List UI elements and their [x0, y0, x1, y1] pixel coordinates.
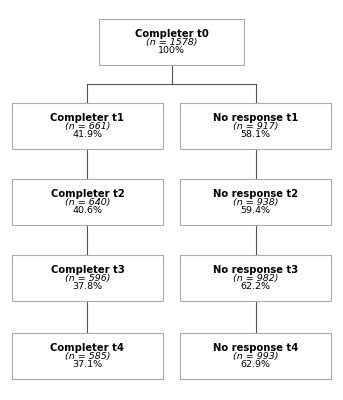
- FancyBboxPatch shape: [180, 103, 331, 149]
- Text: Completer t1: Completer t1: [50, 114, 125, 124]
- Text: (n = 993): (n = 993): [233, 352, 278, 360]
- Text: 59.4%: 59.4%: [240, 206, 271, 215]
- Text: (n = 982): (n = 982): [233, 274, 278, 282]
- Text: Completer t2: Completer t2: [50, 190, 125, 200]
- Text: 62.2%: 62.2%: [240, 282, 271, 291]
- FancyBboxPatch shape: [12, 103, 163, 149]
- Text: (n = 585): (n = 585): [65, 352, 110, 360]
- Text: Completer t0: Completer t0: [134, 30, 209, 40]
- Text: Completer t3: Completer t3: [50, 266, 125, 276]
- Text: (n = 938): (n = 938): [233, 198, 278, 206]
- Text: 37.8%: 37.8%: [72, 282, 103, 291]
- Text: 58.1%: 58.1%: [240, 130, 271, 139]
- Text: (n = 917): (n = 917): [233, 122, 278, 130]
- Text: 40.6%: 40.6%: [72, 206, 103, 215]
- FancyBboxPatch shape: [180, 255, 331, 301]
- FancyBboxPatch shape: [12, 255, 163, 301]
- Text: No response t4: No response t4: [213, 344, 298, 354]
- Text: (n = 640): (n = 640): [65, 198, 110, 206]
- Text: 41.9%: 41.9%: [72, 130, 103, 139]
- Text: No response t2: No response t2: [213, 190, 298, 200]
- FancyBboxPatch shape: [99, 19, 244, 65]
- Text: (n = 1578): (n = 1578): [146, 38, 197, 46]
- Text: 100%: 100%: [158, 46, 185, 55]
- Text: No response t1: No response t1: [213, 114, 298, 124]
- Text: (n = 661): (n = 661): [65, 122, 110, 130]
- Text: No response t3: No response t3: [213, 266, 298, 276]
- Text: (n = 596): (n = 596): [65, 274, 110, 282]
- FancyBboxPatch shape: [180, 179, 331, 225]
- Text: 37.1%: 37.1%: [72, 360, 103, 369]
- Text: Completer t4: Completer t4: [50, 344, 125, 354]
- FancyBboxPatch shape: [12, 333, 163, 379]
- Text: 62.9%: 62.9%: [240, 360, 271, 369]
- FancyBboxPatch shape: [12, 179, 163, 225]
- FancyBboxPatch shape: [180, 333, 331, 379]
